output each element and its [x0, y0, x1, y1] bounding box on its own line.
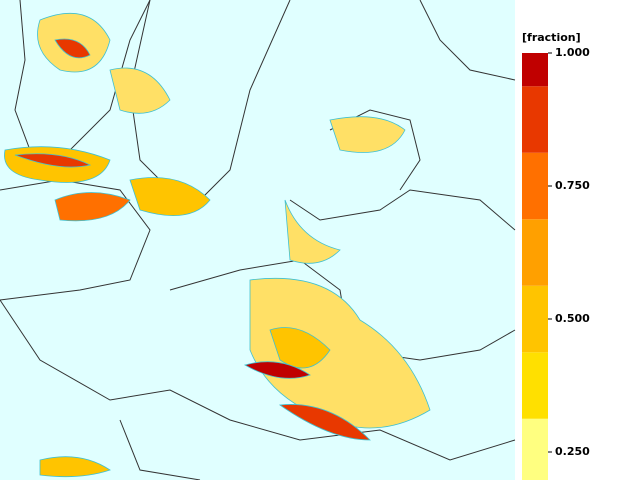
colorbar-tick-label: 0.750: [555, 179, 590, 192]
colorbar-band: [522, 53, 548, 87]
colorbar-band: [522, 86, 548, 153]
colorbar-band: [522, 418, 548, 484]
field: [4, 13, 431, 478]
colorbar-band: [522, 285, 548, 353]
colorbar-band: [522, 352, 548, 419]
colorbar-tick-label: 1.000: [555, 46, 590, 59]
colorbar-band: [522, 219, 548, 286]
map: [0, 0, 516, 481]
colorbar: [fraction] 1.000 0.750 0.500 0.250: [522, 31, 590, 484]
colorbar-band: [522, 152, 548, 220]
colorbar-tick-label: 0.500: [555, 312, 590, 325]
colorbar-title: [fraction]: [522, 31, 581, 44]
colorbar-tick-label: 0.250: [555, 445, 590, 458]
map-background: [0, 0, 515, 480]
